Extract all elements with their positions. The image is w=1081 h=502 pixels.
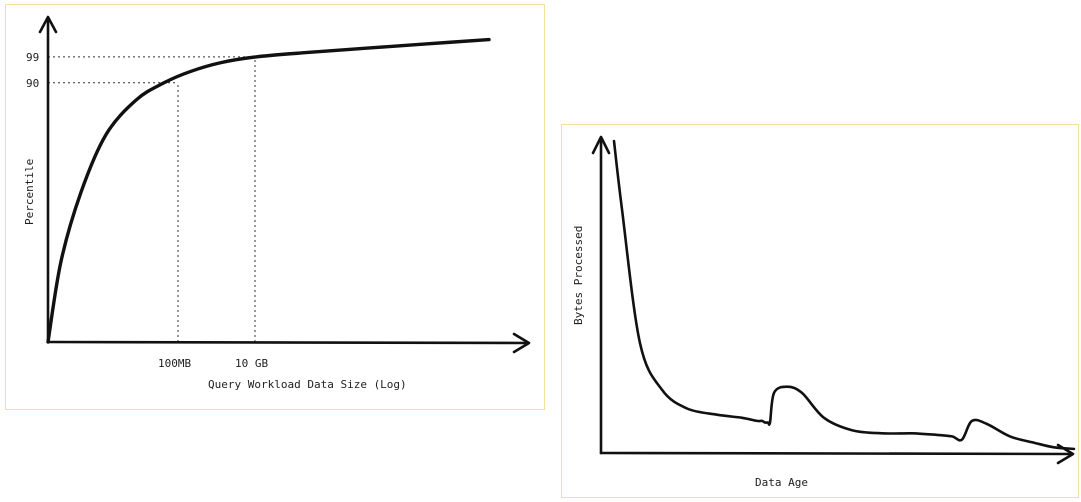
- bytes-processed-chart: Data Age Bytes Processed: [572, 135, 1076, 489]
- x-axis-arrow: [1056, 443, 1075, 465]
- x-axis-label: Data Age: [755, 476, 808, 489]
- percentile-chart: 90 99 100MB 10 GB Query Workload Data Size…: [23, 15, 531, 391]
- y-axis-arrow: [591, 135, 611, 155]
- y-axis-label: Percentile: [23, 159, 36, 225]
- x-tick-label: 100MB: [158, 357, 191, 370]
- x-axis: [599, 451, 1074, 456]
- y-tick-label: 99: [26, 51, 39, 64]
- x-axis: [46, 340, 530, 345]
- y-axis-arrow: [38, 15, 58, 34]
- chart-panel-data-age: Data Age Bytes Processed: [561, 124, 1079, 498]
- x-axis-label: Query Workload Data Size (Log): [208, 378, 407, 391]
- x-tick-label: 10 GB: [235, 357, 268, 370]
- y-axis-label: Bytes Processed: [572, 226, 585, 325]
- y-tick-label: 90: [26, 77, 39, 90]
- x-axis-arrow: [512, 332, 531, 354]
- chart-panel-data-size: 90 99 100MB 10 GB Query Workload Data Size…: [5, 4, 545, 410]
- bytes-processed-curve: [612, 139, 1076, 451]
- percentile-curve: [46, 37, 491, 344]
